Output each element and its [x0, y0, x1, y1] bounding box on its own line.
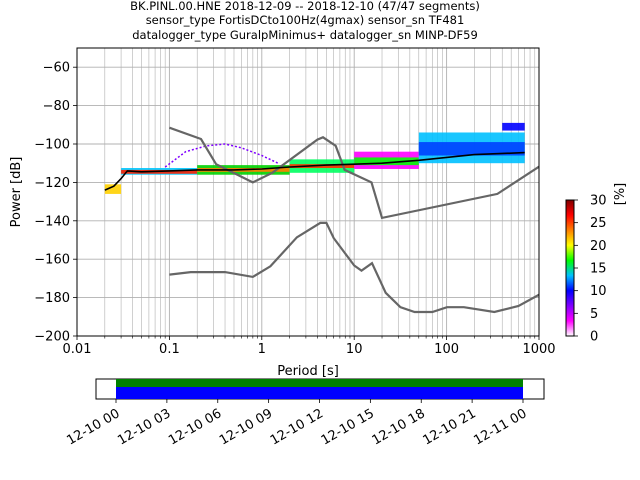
x-tick-label: 10 — [346, 342, 363, 357]
x-tick-label: 100 — [434, 342, 459, 357]
x-tick-label: 0.01 — [63, 342, 92, 357]
time-tick-label: 12-10 00 — [64, 406, 122, 448]
y-axis-ticks: −200 −180 −160 −140 −120 −100 −80 −60 — [34, 61, 77, 345]
y-axis-label: Power [dB] — [9, 157, 24, 228]
colorbar-tick-label: 15 — [590, 262, 607, 277]
noise-models — [104, 126, 539, 314]
time-tick-label: 12-11 00 — [471, 406, 529, 448]
colorbar-tick-label: 5 — [590, 307, 598, 322]
colorbar-gradient — [565, 199, 575, 337]
main-plot: 0.01 0.1 1 10 100 1000 −200 −180 −160 −140 −120 −1… — [9, 47, 556, 379]
coverage-bar-data — [116, 379, 523, 387]
colorbar-tick-label: 10 — [590, 284, 607, 299]
plot-background — [77, 48, 539, 336]
density-band — [418, 142, 525, 156]
y-tick-label: −60 — [43, 61, 70, 76]
colorbar-label: [%] — [613, 183, 628, 206]
figure-title: BK.PINL.00.HNE 2018-12-09 -- 2018-12-10 … — [130, 0, 480, 42]
y-tick-label: −140 — [34, 214, 70, 229]
y-tick-label: −200 — [34, 330, 70, 345]
grid — [76, 48, 539, 337]
y-tick-label: −120 — [34, 176, 70, 191]
plot-frame — [76, 47, 540, 337]
density-band — [502, 122, 525, 131]
title-line-2: sensor_type FortisDCto100Hz(4gmax) senso… — [146, 13, 465, 27]
new-low-noise-model-line — [169, 221, 539, 314]
title-line-3: datalogger_type GuralpMinimus+ datalogge… — [132, 28, 478, 42]
colorbar-tick-label: 30 — [590, 194, 607, 209]
time-tick-label: 12-10 15 — [319, 406, 377, 448]
x-tick-label: 1 — [258, 342, 266, 357]
title-line-1: BK.PINL.00.HNE 2018-12-09 -- 2018-12-10 … — [130, 0, 480, 13]
x-axis-ticks: 0.01 0.1 1 10 100 1000 — [63, 336, 556, 357]
y-tick-label: −80 — [43, 99, 70, 114]
y-tick-label: −180 — [34, 291, 70, 306]
x-tick-label: 0.1 — [159, 342, 180, 357]
new-high-noise-model-line — [169, 126, 539, 220]
time-tick-label: 12-10 12 — [268, 406, 326, 448]
colorbar-tick-label: 25 — [590, 216, 607, 231]
colorbar-tick-label: 20 — [590, 239, 607, 254]
y-tick-label: −160 — [34, 253, 70, 268]
coverage-bar-used — [116, 387, 523, 399]
time-tick-label: 12-10 03 — [115, 406, 173, 448]
y-tick-label: −100 — [34, 138, 70, 153]
colorbar: 0 5 10 15 20 25 30 [%] — [565, 183, 628, 345]
time-tick-label: 12-10 06 — [166, 406, 224, 448]
density-band — [354, 157, 419, 166]
x-tick-label: 1000 — [522, 342, 555, 357]
mean-line — [104, 151, 525, 191]
time-tick-label: 12-10 09 — [217, 406, 275, 448]
time-tick-label: 12-10 21 — [421, 406, 479, 448]
time-tick-label: 12-10 18 — [370, 406, 428, 448]
density-band — [104, 184, 122, 194]
colorbar-ticks: 0 5 10 15 20 25 30 — [574, 194, 607, 345]
outlier-arc — [164, 143, 279, 168]
x-axis-label: Period [s] — [277, 364, 339, 379]
colorbar-tick-label: 0 — [590, 330, 598, 345]
